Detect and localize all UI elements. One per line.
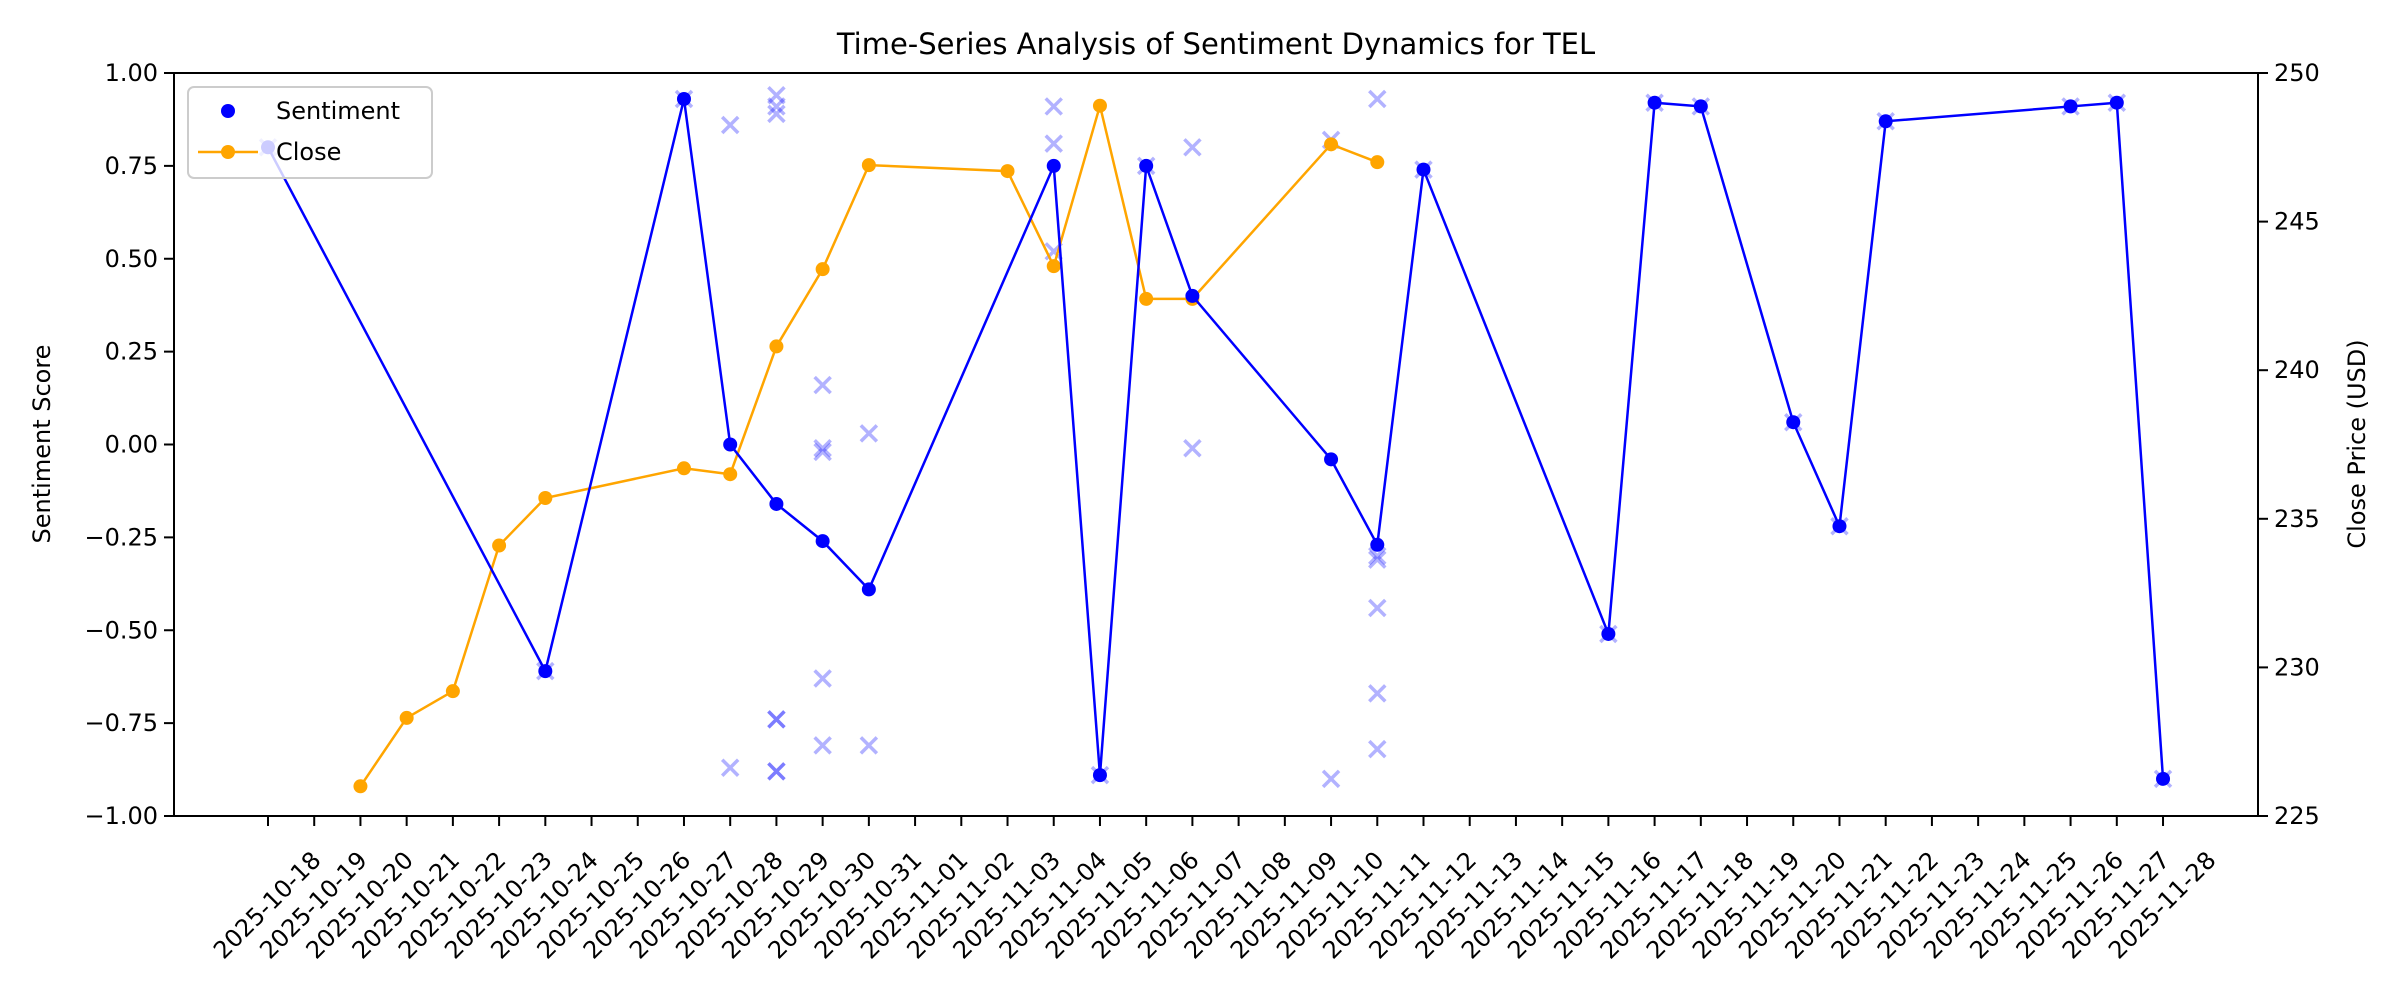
raw-sentiment-x-marker — [767, 762, 786, 781]
sentiment-point — [2109, 95, 2124, 110]
close-point — [769, 339, 784, 354]
raw-sentiment-x-marker — [1368, 598, 1387, 618]
raw-sentiment-x-marker — [813, 669, 832, 688]
close-point — [353, 779, 368, 794]
sentiment-point — [1139, 158, 1154, 173]
y-axis-label-left: Sentiment Score — [28, 345, 56, 544]
raw-sentiment-x-marker — [1368, 684, 1387, 703]
raw-sentiment-x-marker — [767, 97, 786, 116]
raw-sentiment-x-marker — [720, 115, 740, 135]
sentiment-point — [1324, 452, 1339, 467]
sentiment-point — [1416, 162, 1431, 177]
close-point — [815, 262, 830, 277]
right-y-axis: 250 245 240 235 230 225 — [2258, 59, 2320, 830]
sentiment-point — [2063, 99, 2078, 114]
y-tick-label: 1.00 — [105, 59, 158, 87]
sentiment-point — [1601, 626, 1616, 641]
raw-sentiment-x-marker — [1321, 769, 1341, 789]
close-point — [723, 467, 738, 482]
sentiment-point — [676, 92, 691, 107]
sentiment-series — [261, 92, 2171, 786]
raw-sentiment-x-marker — [813, 442, 832, 462]
raw-sentiment-x-marker — [859, 736, 879, 755]
raw-sentiment-x-marker — [1044, 97, 1063, 116]
close-point — [1092, 98, 1107, 113]
close-point — [445, 684, 460, 699]
plot-frame — [173, 72, 2259, 817]
y-tick-label: −1.00 — [84, 802, 158, 830]
sentiment-point — [815, 534, 830, 549]
close-point — [1370, 155, 1385, 170]
close-point — [1324, 137, 1339, 152]
legend-label-close: Close — [276, 138, 341, 166]
left-y-axis: 1.00 0.75 0.50 0.25 0.00 −0.25 −0.50 −0.75 −1.00 — [84, 59, 174, 830]
raw-sentiment-x-marker — [767, 86, 786, 105]
sentiment-point — [1693, 99, 1708, 114]
close-series — [353, 98, 1385, 794]
legend-sentiment-marker-icon — [221, 104, 235, 118]
close-point — [538, 490, 553, 505]
raw-sentiment-x-marker — [1183, 438, 1202, 458]
raw-sentiment-x-marker — [767, 710, 786, 729]
raw-sentiment-x-marker — [813, 375, 832, 395]
sentiment-point — [1046, 158, 1061, 173]
legend-label-sentiment: Sentiment — [276, 97, 400, 125]
y-right-tick-label: 230 — [2274, 653, 2320, 681]
y-tick-label: 0.50 — [105, 245, 158, 273]
legend-box — [187, 86, 433, 179]
legend: Sentiment Close — [187, 86, 433, 179]
raw-sentiment-x-marker — [1183, 138, 1202, 157]
sentiment-point — [2156, 771, 2171, 786]
y-tick-label: −0.25 — [84, 523, 158, 551]
raw-sentiment-x-marker — [1368, 546, 1387, 566]
y-tick-label: 0.75 — [105, 152, 158, 180]
sentiment-point — [1185, 288, 1200, 303]
sentiment-point — [1786, 415, 1801, 430]
chart-title: Time-Series Analysis of Sentiment Dynami… — [836, 27, 1595, 61]
close-point — [492, 538, 507, 553]
raw-sentiment-x-marker — [767, 762, 786, 781]
sentiment-point — [1647, 95, 1662, 110]
sentiment-point — [1370, 537, 1385, 552]
sentiment-point — [723, 437, 738, 452]
y-right-tick-label: 240 — [2274, 356, 2320, 384]
raw-sentiment-x-marker — [813, 438, 832, 458]
raw-sentiment-x-marker — [859, 424, 879, 443]
sentiment-point — [1092, 768, 1107, 783]
raw-sentiment-x-marker — [1368, 550, 1387, 569]
sentiment-point — [1832, 519, 1847, 534]
raw-sentiment-x-marker — [1368, 739, 1387, 759]
y-tick-label: −0.50 — [84, 616, 158, 644]
sentiment-point — [769, 496, 784, 511]
raw-sentiment-x-marker — [1044, 134, 1063, 153]
y-tick-label: −0.75 — [84, 709, 158, 737]
legend-close-marker-icon — [221, 145, 235, 159]
close-point — [1000, 164, 1015, 179]
raw-sentiment-x-marker — [1368, 89, 1387, 109]
close-point — [676, 461, 691, 476]
raw-sentiment-x-marker — [813, 736, 832, 755]
raw-sentiment-x-marker — [767, 104, 786, 124]
y-right-tick-label: 225 — [2274, 802, 2320, 830]
close-point — [861, 158, 876, 173]
sentiment-point — [861, 582, 876, 597]
close-point — [1046, 259, 1061, 274]
y-tick-label: 0.00 — [105, 431, 158, 459]
y-right-tick-label: 250 — [2274, 59, 2320, 87]
y-right-tick-label: 245 — [2274, 208, 2320, 236]
close-point — [1139, 291, 1154, 306]
close-point — [399, 710, 414, 725]
raw-sentiment-markers — [258, 86, 2173, 789]
raw-sentiment-x-marker — [720, 758, 740, 777]
raw-sentiment-x-marker — [767, 710, 786, 729]
y-axis-label-right: Close Price (USD) — [2343, 339, 2371, 548]
close-line — [359, 100, 1378, 787]
sentiment-point — [1878, 114, 1893, 129]
x-axis: 2025-10-182025-10-192025-10-202025-10-21… — [208, 816, 2222, 965]
sentiment-point — [538, 664, 553, 679]
y-right-tick-label: 235 — [2274, 505, 2320, 533]
y-tick-label: 0.25 — [105, 338, 158, 366]
